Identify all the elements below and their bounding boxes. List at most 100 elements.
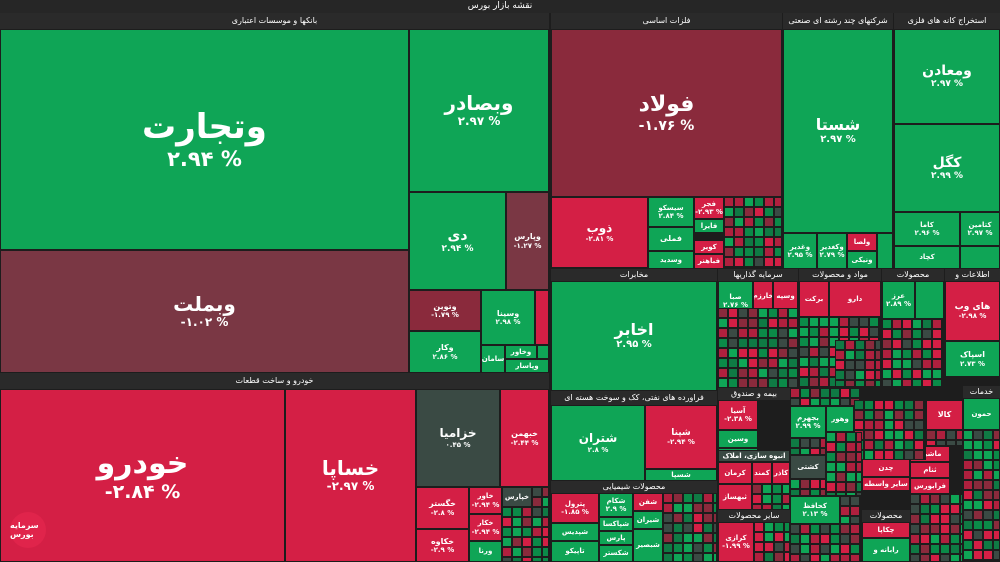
stock-tile[interactable]: فولاد -۱.۷۶ %	[551, 29, 782, 197]
small-stock-tile[interactable]	[810, 448, 820, 455]
small-stock-tile[interactable]	[830, 554, 840, 562]
stock-tile[interactable]: شیران	[633, 511, 663, 529]
small-stock-tile[interactable]	[744, 197, 754, 207]
stock-tile[interactable]: شستا ۲.۹۷ %	[783, 29, 893, 233]
stock-tile[interactable]: وتجارت ۲.۹۴ %	[0, 29, 409, 250]
small-stock-tile[interactable]	[768, 318, 778, 328]
small-stock-tile[interactable]	[910, 534, 920, 544]
small-stock-tile[interactable]	[673, 533, 683, 543]
small-stock-tile[interactable]	[673, 553, 683, 562]
small-stock-tile[interactable]	[912, 369, 922, 379]
small-stock-tile[interactable]	[734, 257, 744, 267]
small-stock-tile[interactable]	[724, 237, 734, 247]
stock-tile[interactable]: فملی	[648, 227, 694, 251]
stock-tile[interactable]: فرابورس	[910, 478, 950, 494]
small-stock-tile[interactable]	[512, 517, 522, 527]
small-stock-tile[interactable]	[764, 217, 774, 227]
small-stock-tile[interactable]	[703, 493, 713, 503]
small-stock-tile[interactable]	[950, 514, 960, 524]
small-stock-tile[interactable]	[748, 368, 758, 378]
small-stock-tile[interactable]	[973, 470, 983, 480]
small-stock-tile[interactable]	[713, 503, 717, 513]
small-stock-tile[interactable]	[930, 524, 940, 534]
small-stock-tile[interactable]	[774, 552, 784, 562]
small-stock-tile[interactable]	[963, 510, 973, 520]
small-stock-tile[interactable]	[542, 547, 549, 557]
small-stock-tile[interactable]	[764, 542, 774, 552]
small-stock-tile[interactable]	[912, 379, 922, 387]
stock-tile[interactable]: شپاکسا	[599, 517, 633, 531]
small-stock-tile[interactable]	[532, 537, 542, 547]
small-stock-tile[interactable]	[663, 513, 673, 523]
small-stock-tile[interactable]	[799, 377, 809, 387]
small-stock-tile[interactable]	[864, 430, 874, 440]
small-stock-tile[interactable]	[830, 388, 840, 398]
small-stock-tile[interactable]	[973, 450, 983, 460]
stock-tile[interactable]: کویر	[694, 240, 724, 254]
small-stock-tile[interactable]	[752, 504, 762, 510]
small-stock-tile[interactable]	[810, 398, 820, 406]
stock-tile[interactable]: فجر -۲.۹۳ %	[694, 197, 724, 219]
small-stock-tile[interactable]	[829, 327, 839, 337]
small-stock-tile[interactable]	[752, 494, 762, 504]
small-stock-tile[interactable]	[830, 524, 840, 534]
small-stock-tile[interactable]	[829, 317, 839, 327]
small-stock-tile[interactable]	[882, 379, 892, 387]
small-stock-tile[interactable]	[846, 462, 856, 472]
small-stock-tile[interactable]	[860, 544, 862, 554]
small-stock-tile[interactable]	[920, 514, 930, 524]
small-stock-tile[interactable]	[764, 522, 774, 532]
small-stock-tile[interactable]	[940, 514, 950, 524]
small-stock-tile[interactable]	[693, 523, 703, 533]
small-stock-tile[interactable]	[734, 197, 744, 207]
stock-tile[interactable]: کشتی	[790, 455, 826, 479]
small-stock-tile[interactable]	[744, 247, 754, 257]
small-stock-tile[interactable]	[973, 430, 983, 440]
small-stock-tile[interactable]	[800, 448, 810, 455]
small-stock-tile[interactable]	[718, 358, 728, 368]
small-stock-tile[interactable]	[826, 432, 836, 442]
small-stock-tile[interactable]	[724, 247, 734, 257]
small-stock-tile[interactable]	[683, 503, 693, 513]
small-stock-tile[interactable]	[788, 318, 798, 328]
small-stock-tile[interactable]	[724, 267, 734, 269]
small-stock-tile[interactable]	[922, 349, 932, 359]
small-stock-tile[interactable]	[790, 398, 800, 406]
small-stock-tile[interactable]	[983, 470, 993, 480]
stock-tile[interactable]: تاپیکو	[551, 541, 599, 562]
small-stock-tile[interactable]	[772, 484, 782, 494]
small-stock-tile[interactable]	[774, 247, 782, 257]
small-stock-tile[interactable]	[758, 378, 768, 388]
small-stock-tile[interactable]	[963, 440, 973, 450]
small-stock-tile[interactable]	[728, 338, 738, 348]
small-stock-tile[interactable]	[860, 506, 862, 516]
small-stock-tile[interactable]	[882, 319, 892, 329]
small-stock-tile[interactable]	[836, 482, 846, 492]
small-stock-tile[interactable]	[744, 237, 754, 247]
small-stock-tile[interactable]	[810, 438, 820, 448]
small-stock-tile[interactable]	[856, 452, 862, 462]
stock-tile[interactable]: شکستر	[599, 545, 633, 562]
small-stock-tile[interactable]	[764, 227, 774, 237]
small-stock-tile[interactable]	[809, 367, 819, 377]
small-stock-tile[interactable]	[738, 368, 748, 378]
stock-tile[interactable]: چدن	[862, 459, 910, 477]
small-stock-tile[interactable]	[910, 494, 920, 504]
small-stock-tile[interactable]	[703, 533, 713, 543]
stock-tile[interactable]: کاذر	[772, 462, 790, 484]
small-stock-tile[interactable]	[532, 507, 542, 517]
small-stock-tile[interactable]	[864, 440, 874, 450]
small-stock-tile[interactable]	[864, 400, 874, 410]
small-stock-tile[interactable]	[738, 358, 748, 368]
stock-tile[interactable]: فباهنر	[694, 254, 724, 269]
small-stock-tile[interactable]	[904, 440, 914, 450]
small-stock-tile[interactable]	[840, 398, 850, 406]
small-stock-tile[interactable]	[542, 527, 549, 537]
small-stock-tile[interactable]	[914, 400, 924, 410]
small-stock-tile[interactable]	[758, 338, 768, 348]
stock-tile[interactable]: ثبهساز	[718, 484, 752, 510]
small-stock-tile[interactable]	[826, 462, 836, 472]
small-stock-tile[interactable]	[946, 430, 956, 440]
small-stock-tile[interactable]	[673, 523, 683, 533]
small-stock-tile[interactable]	[713, 493, 717, 503]
